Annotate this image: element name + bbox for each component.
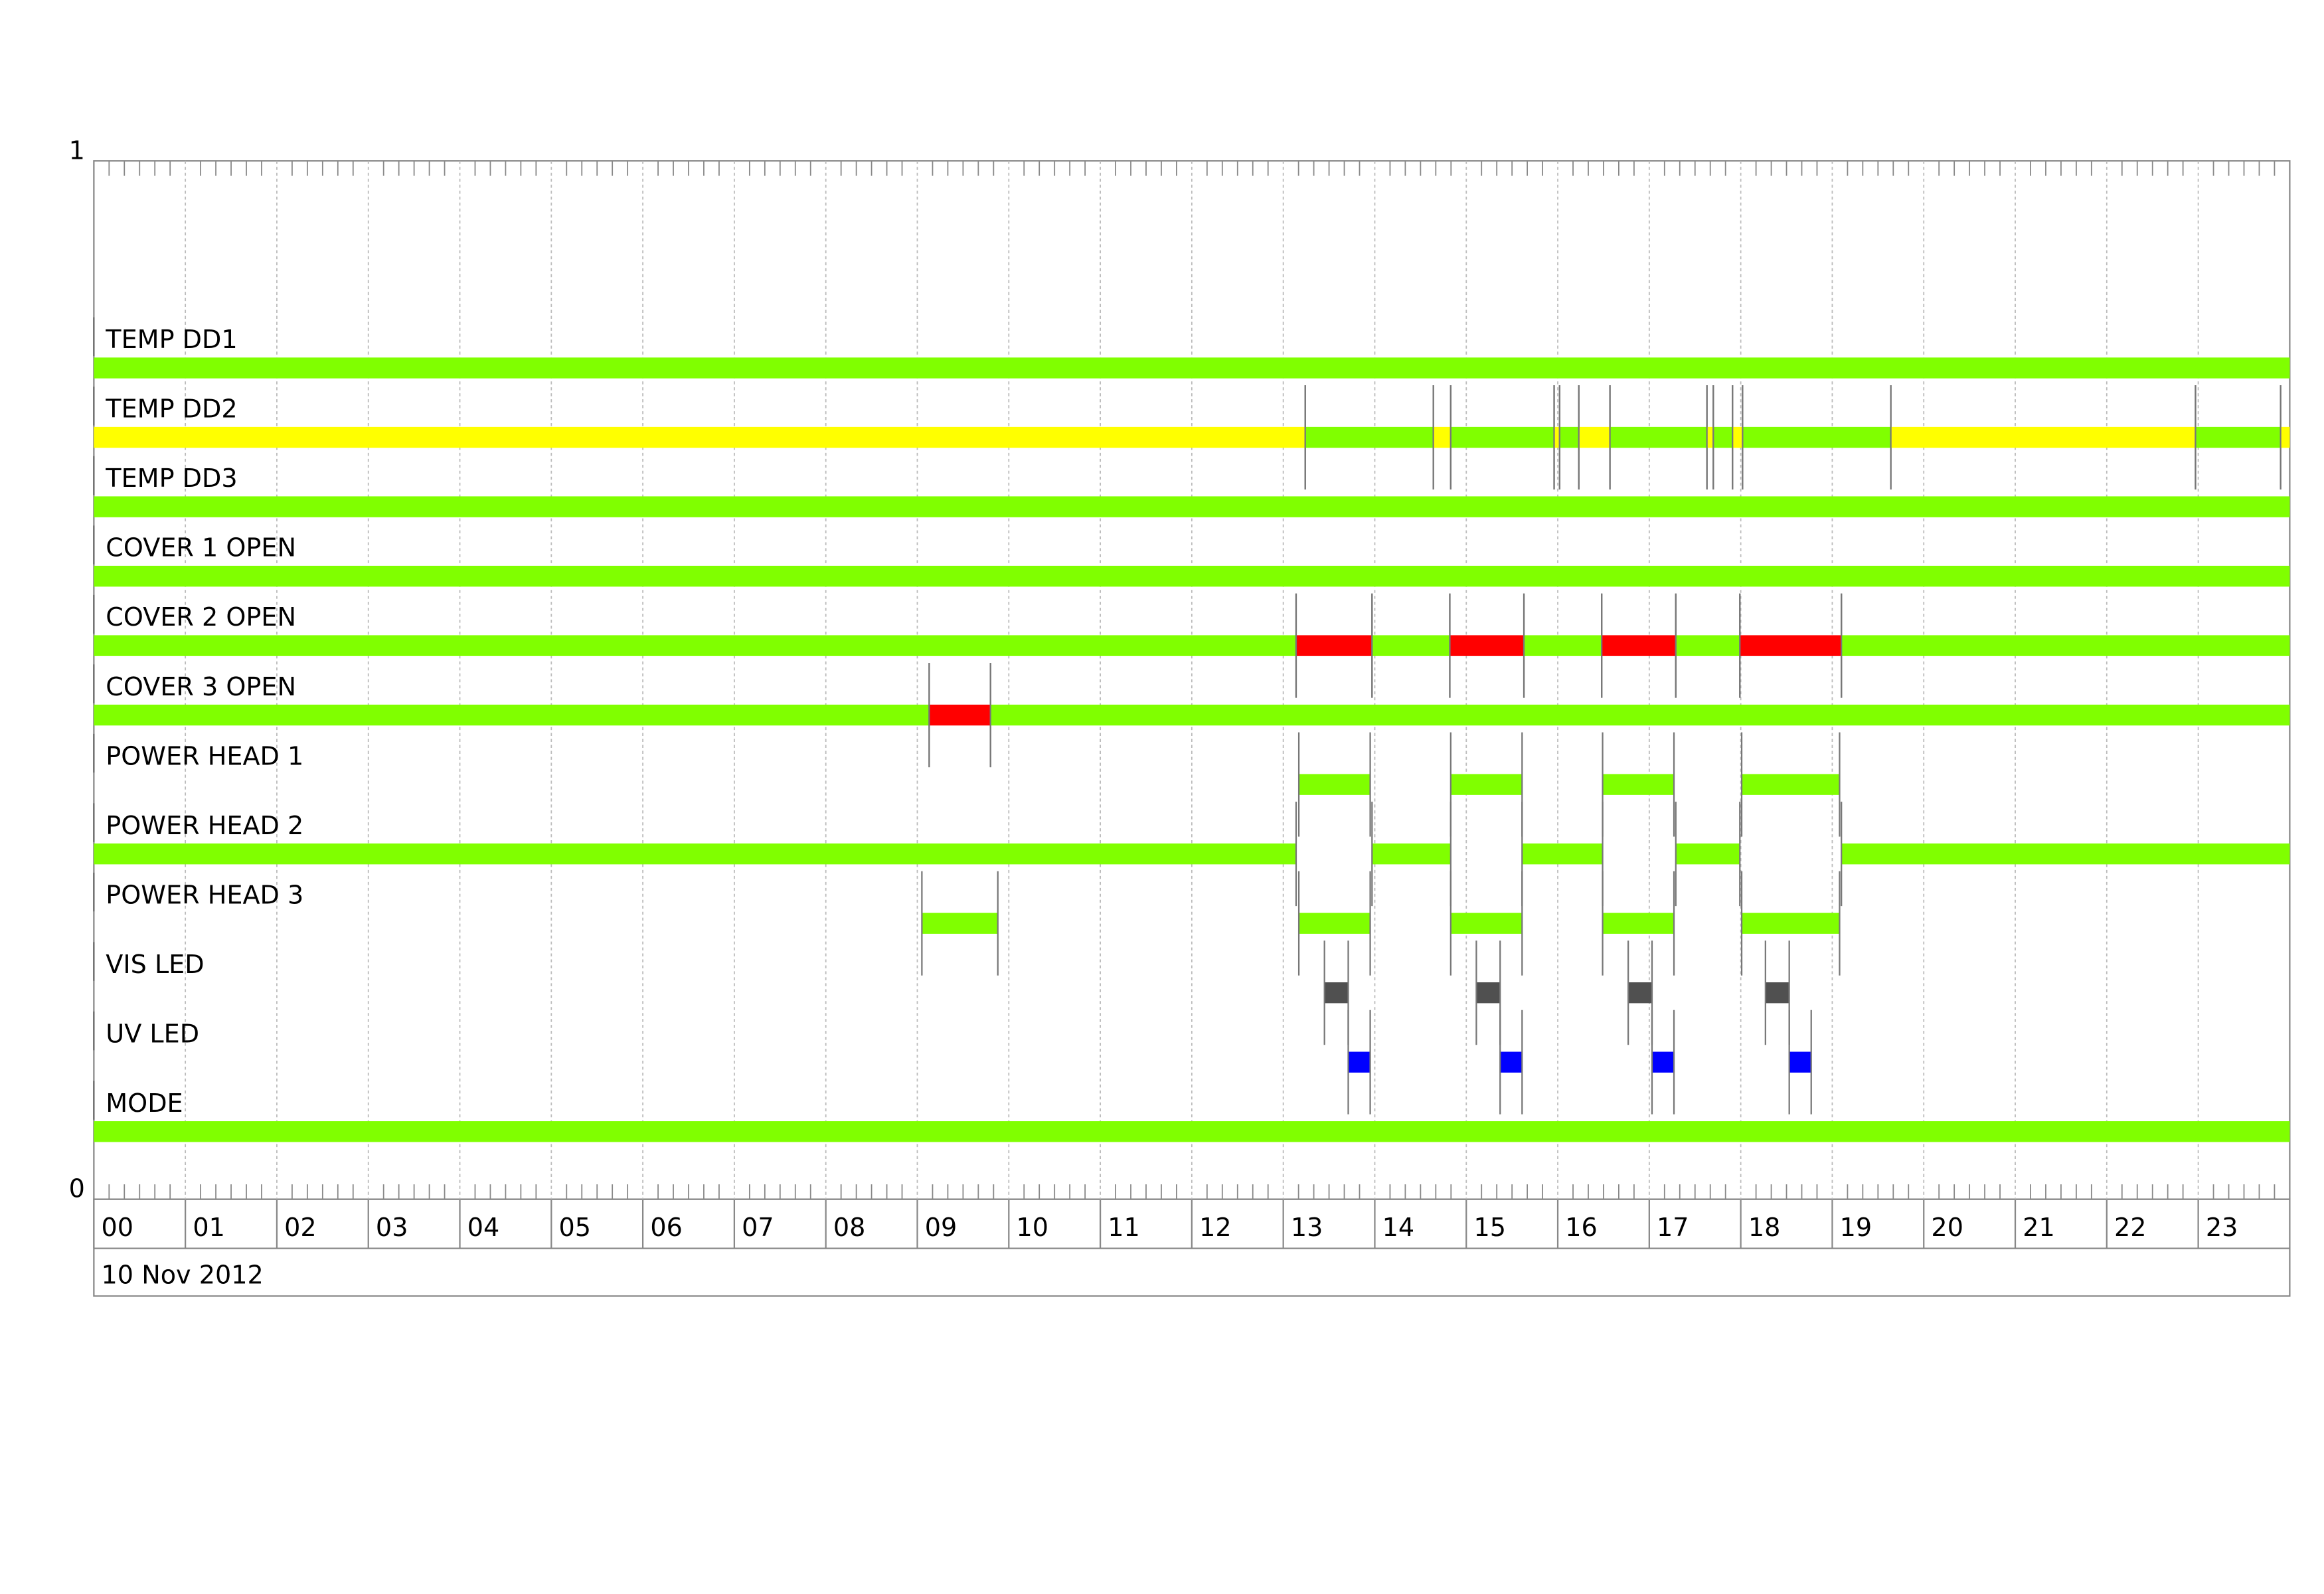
- row-label: TEMP DD3: [105, 464, 237, 493]
- row-label: UV LED: [106, 1019, 199, 1048]
- state-segment: [1433, 426, 1451, 448]
- state-segment: [1295, 635, 1372, 656]
- state-segment: [1732, 426, 1743, 448]
- state-segment: [1841, 843, 2290, 865]
- x-tick-label: 13: [1291, 1213, 1323, 1242]
- state-segment: [929, 704, 991, 726]
- state-segment: [1500, 1051, 1523, 1073]
- state-segment: [1742, 913, 1840, 934]
- state-segment: [1765, 982, 1789, 1004]
- state-segment: [1890, 426, 2196, 448]
- x-tick-label: 19: [1840, 1213, 1872, 1242]
- state-segment: [1628, 982, 1652, 1004]
- state-segment: [1578, 426, 1610, 448]
- x-tick-label: 16: [1565, 1213, 1598, 1242]
- state-segment: [1524, 635, 1602, 656]
- x-tick-label: 14: [1382, 1213, 1415, 1242]
- state-segment: [1450, 913, 1523, 934]
- state-segment: [1675, 843, 1740, 865]
- x-tick-label: 17: [1657, 1213, 1689, 1242]
- state-segment: [94, 1121, 2290, 1142]
- state-segment: [1675, 635, 1740, 656]
- x-tick-label: 07: [742, 1213, 774, 1242]
- state-segment: [94, 565, 2290, 587]
- state-segment: [922, 913, 998, 934]
- state-segment: [1299, 774, 1370, 795]
- y-tick-label: 0: [69, 1174, 85, 1203]
- row-label: VIS LED: [106, 950, 204, 979]
- state-segment: [2280, 426, 2290, 448]
- x-tick-label: 08: [833, 1213, 866, 1242]
- row-label: COVER 1 OPEN: [106, 533, 296, 563]
- state-segment: [1740, 635, 1842, 656]
- state-segment: [1324, 982, 1349, 1004]
- state-segment: [1602, 774, 1675, 795]
- state-segment: [94, 426, 1305, 448]
- x-tick-label: 05: [559, 1213, 592, 1242]
- state-segment: [1476, 982, 1501, 1004]
- state-segment: [94, 704, 930, 726]
- state-segment: [1554, 426, 1560, 448]
- x-tick-label: 02: [284, 1213, 317, 1242]
- state-segment: [1742, 774, 1840, 795]
- x-tick-label: 20: [1931, 1213, 1963, 1242]
- state-segment: [1651, 1051, 1675, 1073]
- x-tick-label: 22: [2114, 1213, 2147, 1242]
- state-segment: [1372, 843, 1451, 865]
- x-tick-label: 09: [925, 1213, 957, 1242]
- state-segment: [1602, 913, 1675, 934]
- state-segment: [1348, 1051, 1370, 1073]
- row-label: TEMP DD2: [105, 395, 237, 424]
- state-segment: [1713, 426, 1733, 448]
- x-axis-label: 10 Nov 2012: [102, 1261, 264, 1290]
- state-segment: [94, 635, 1296, 656]
- x-tick-label: 10: [1017, 1213, 1049, 1242]
- x-tick-label: 18: [1748, 1213, 1781, 1242]
- state-segment: [1610, 426, 1707, 448]
- row-label: TEMP DD1: [105, 325, 237, 354]
- row-label: POWER HEAD 2: [106, 811, 303, 840]
- row-label: COVER 2 OPEN: [106, 602, 296, 632]
- state-segment: [1602, 635, 1676, 656]
- state-segment: [1450, 426, 1554, 448]
- state-segment: [1789, 1051, 1811, 1073]
- x-tick-label: 23: [2206, 1213, 2238, 1242]
- state-segment: [1841, 635, 2290, 656]
- state-segment: [1450, 774, 1523, 795]
- x-tick-label: 12: [1199, 1213, 1232, 1242]
- y-tick-label: 1: [69, 135, 85, 165]
- x-tick-label: 03: [376, 1213, 408, 1242]
- state-segment: [94, 843, 1296, 865]
- x-tick-label: 01: [193, 1213, 225, 1242]
- row-label: COVER 3 OPEN: [106, 672, 296, 701]
- state-segment: [94, 496, 2290, 517]
- state-segment: [1559, 426, 1579, 448]
- row-label: MODE: [106, 1089, 183, 1118]
- x-tick-label: 00: [102, 1213, 134, 1242]
- state-segment: [94, 357, 2290, 379]
- state-segment: [1706, 426, 1714, 448]
- state-segment: [1522, 843, 1603, 865]
- row-label: POWER HEAD 3: [106, 880, 303, 909]
- state-segment: [2195, 426, 2281, 448]
- state-segment: [1372, 635, 1450, 656]
- state-segment: [990, 704, 2290, 726]
- state-segment: [1299, 913, 1370, 934]
- state-segment: [1305, 426, 1434, 448]
- row-label: POWER HEAD 1: [106, 741, 303, 770]
- x-tick-label: 06: [650, 1213, 683, 1242]
- state-segment: [1450, 635, 1525, 656]
- x-tick-label: 04: [467, 1213, 500, 1242]
- x-tick-label: 15: [1473, 1213, 1506, 1242]
- x-tick-label: 11: [1108, 1213, 1140, 1242]
- x-tick-label: 21: [2023, 1213, 2055, 1242]
- state-segment: [1742, 426, 1891, 448]
